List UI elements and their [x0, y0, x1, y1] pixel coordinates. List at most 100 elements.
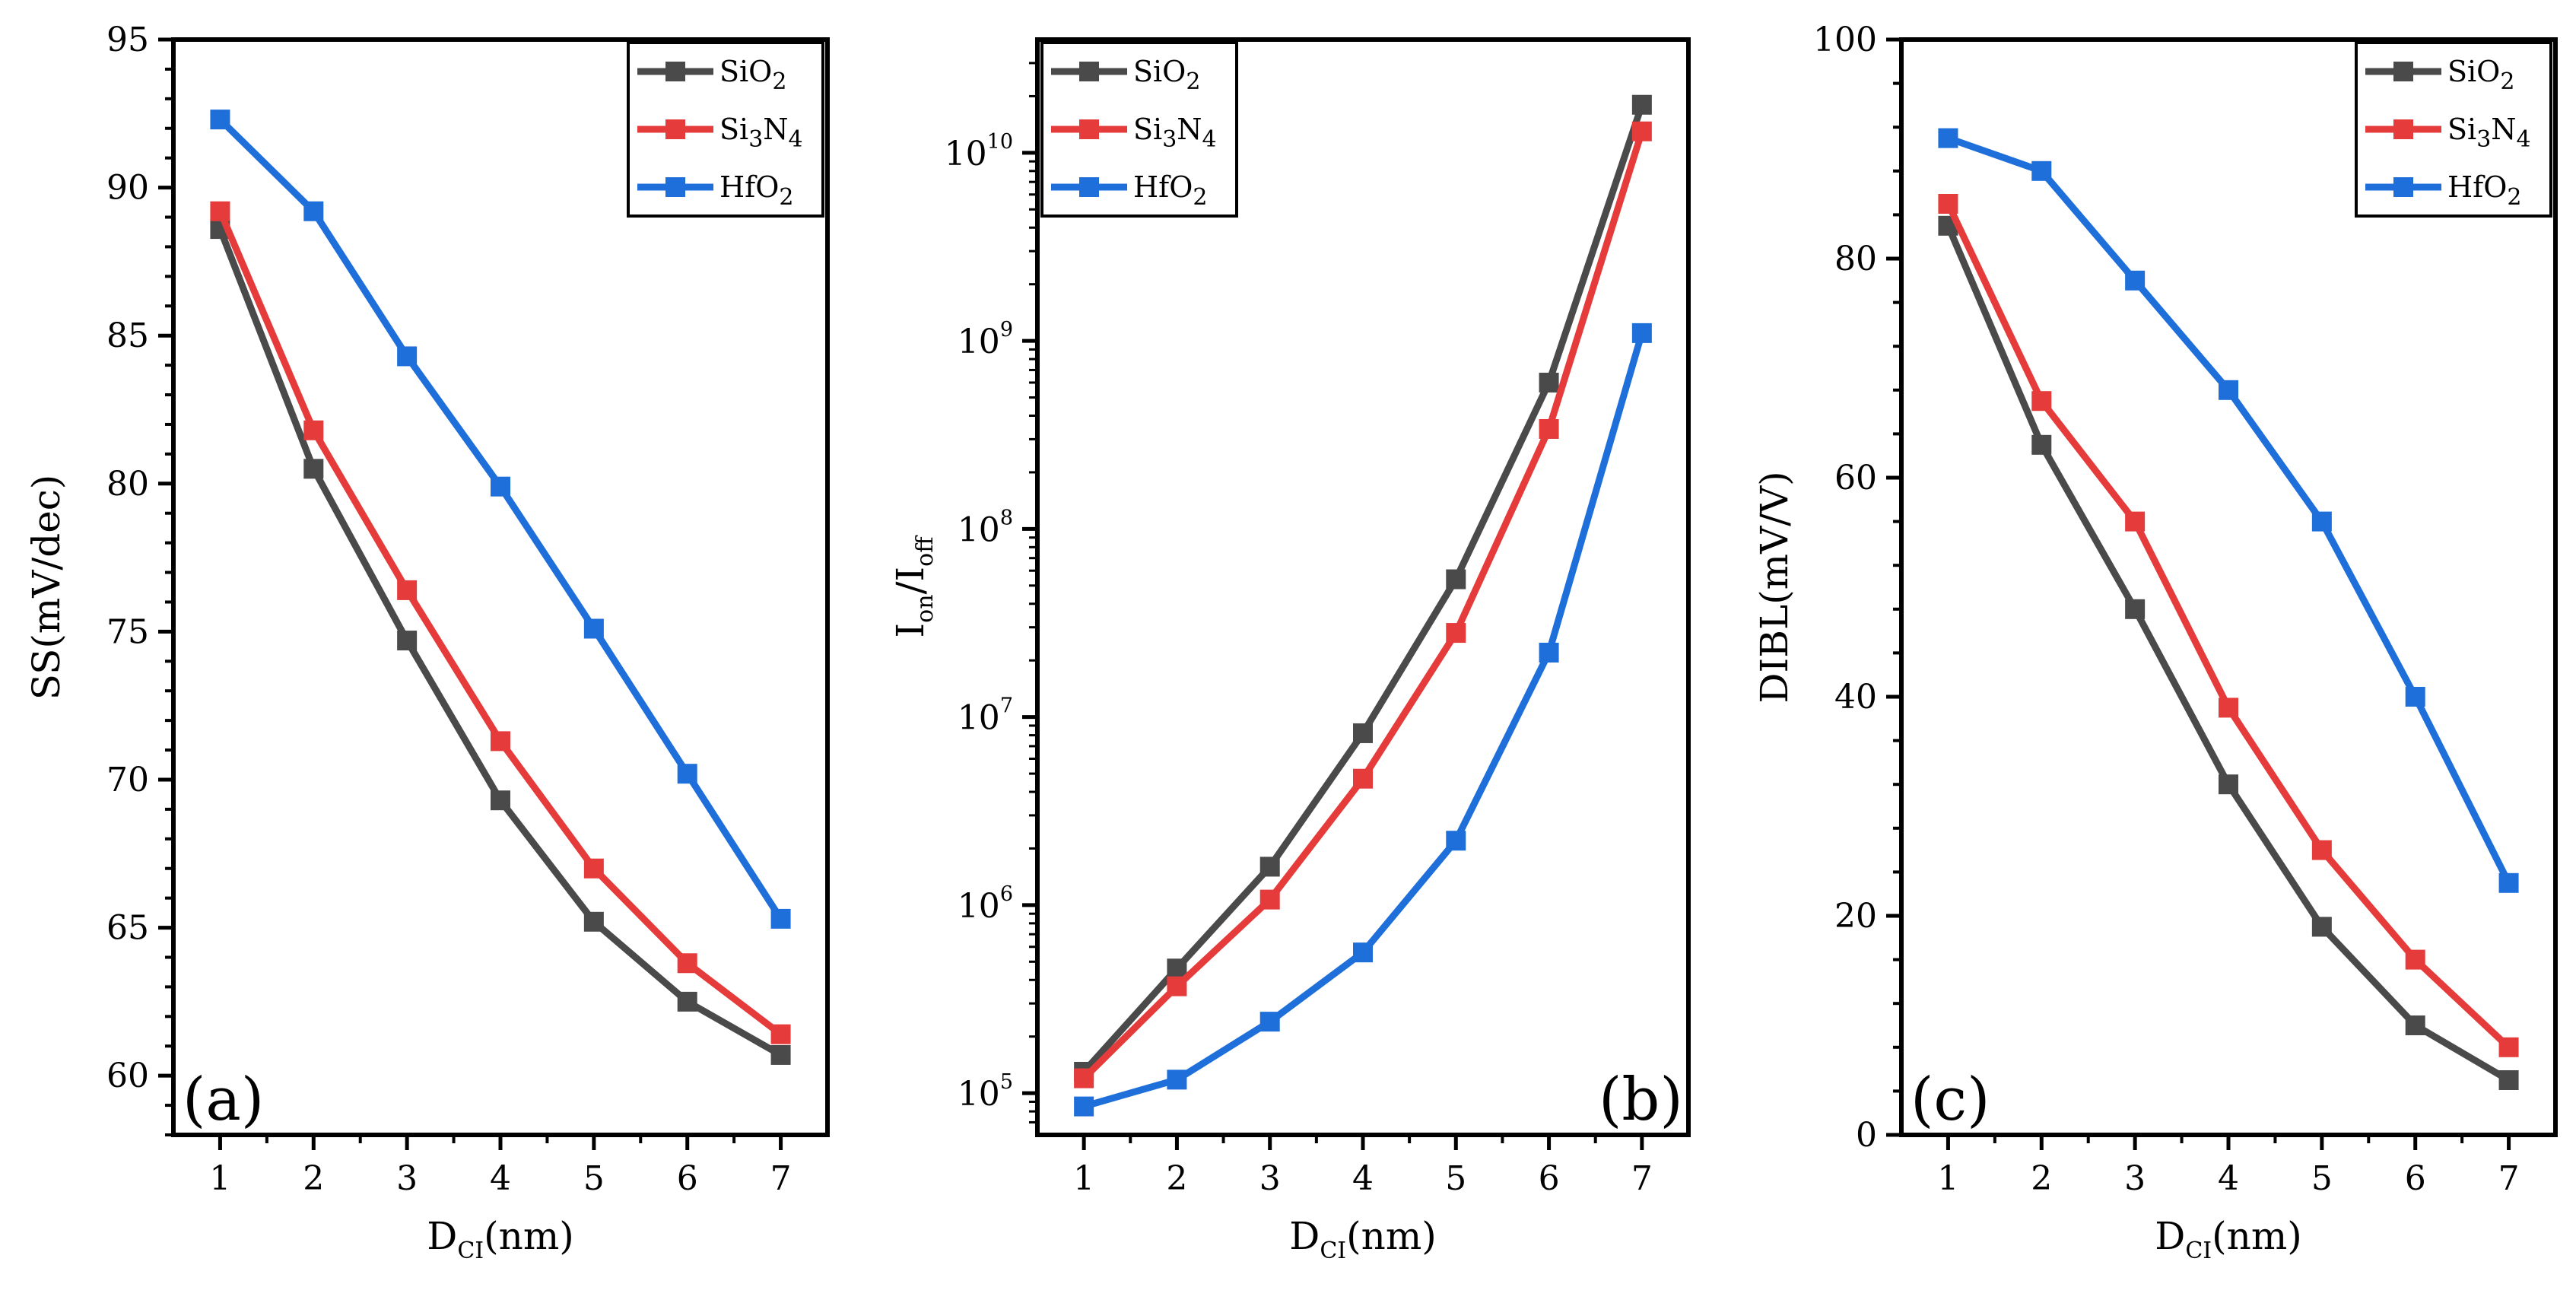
data-point-hfo2	[1446, 831, 1466, 851]
data-point-si3n4	[491, 731, 510, 752]
legend-label-tail: N	[2491, 113, 2516, 146]
x-tick-label: 1	[1937, 1159, 1958, 1198]
legend-label-tail: N	[1177, 113, 1202, 146]
legend-label-hfo2: HfO2	[1133, 170, 1207, 211]
x-tick-label: 7	[770, 1159, 792, 1198]
panel-c-dibl-chart: 1 2 3 4 5 6 7020406080100DCI(nm)DIBL(mV/V)(c)S…	[1752, 21, 2558, 1264]
y-tick-base: 10	[958, 323, 1000, 361]
data-point-si3n4	[1167, 976, 1187, 996]
data-point-si3n4	[2031, 391, 2052, 412]
data-point-sio2	[2405, 1015, 2425, 1035]
series-line-si3n4	[1945, 202, 2511, 1050]
legend-marker-si3n4	[2393, 119, 2413, 139]
y-tick-base: 10	[958, 510, 1000, 549]
y-axis-title: Ion/Ioff	[888, 535, 939, 638]
data-point-si3n4	[1259, 889, 1280, 910]
panel-b-ion-ioff-chart: 1 2 3 4 5 6 71051061071081091010DCI(nm)Ion/Iof…	[888, 37, 1691, 1264]
panel-label: (c)	[1911, 1066, 1990, 1134]
data-point-sio2	[1631, 94, 1652, 115]
legend-label-tail: N	[763, 113, 788, 146]
data-point-sio2	[491, 790, 510, 811]
y-tick-base: 10	[958, 699, 1000, 738]
y-tick-label: 60	[1834, 459, 1877, 497]
data-point-sio2	[303, 459, 324, 479]
y-tick-label: 107	[958, 694, 1013, 738]
panel-label: (b)	[1599, 1066, 1683, 1134]
data-point-sio2	[1167, 958, 1187, 979]
legend-label-subscript: 3	[2476, 126, 2491, 153]
x-axis-title: DCI(nm)	[427, 1214, 574, 1264]
y-title-subscript-off: off	[912, 535, 939, 567]
legend-label-main: SiO	[2447, 55, 2500, 88]
series-line-hfo2	[1946, 135, 2512, 885]
data-point-hfo2	[2405, 687, 2425, 707]
x-tick-label: 3	[396, 1159, 418, 1198]
data-point-hfo2	[210, 110, 230, 130]
data-point-si3n4	[2405, 949, 2425, 970]
y-tick-exponent: 7	[1000, 694, 1013, 718]
legend-label-subscript: 3	[748, 126, 763, 153]
y-tick-label: 85	[106, 316, 149, 355]
panel-a-ss-chart: 1 2 3 4 5 6 76065707580859095DCI(nm)SS(mV/dec)…	[24, 21, 830, 1264]
data-point-hfo2	[397, 346, 418, 367]
y-tick-label: 108	[958, 506, 1013, 549]
y-title-divider: /I	[888, 567, 932, 595]
legend-label-subscript: 4	[789, 126, 803, 153]
y-axis-title: SS(mV/dec)	[24, 475, 68, 701]
y-tick-label: 20	[1834, 897, 1877, 936]
y-tick-label: 1010	[945, 130, 1013, 173]
legend-label-subscript: 2	[1186, 68, 1200, 95]
data-point-sio2	[2311, 917, 2332, 937]
legend-marker-hfo2	[2393, 177, 2413, 197]
legend-label-hfo2: HfO2	[2447, 170, 2521, 211]
legend-label-subscript: 2	[772, 68, 786, 95]
data-point-hfo2	[770, 908, 791, 929]
data-point-si3n4	[1938, 194, 1958, 214]
x-tick-label: 2	[1166, 1159, 1187, 1198]
legend-label-subscript: 3	[1162, 126, 1177, 153]
y-tick-base: 10	[958, 887, 1000, 926]
legend-label-subscript: 4	[1202, 126, 1217, 153]
x-tick-label: 1	[1073, 1159, 1094, 1198]
legend-label-main: Si	[1133, 113, 1162, 146]
y-tick-label: 40	[1834, 678, 1877, 717]
y-tick-exponent: 6	[1000, 882, 1013, 906]
data-point-hfo2	[1938, 128, 1958, 148]
x-tick-label: 4	[1352, 1159, 1374, 1198]
legend-marker-si3n4	[665, 119, 685, 139]
legend-label-main: Si	[2447, 113, 2476, 146]
series-line-si3n4	[217, 209, 783, 1038]
panel-label: (a)	[183, 1066, 264, 1134]
x-tick-label: 2	[2031, 1159, 2052, 1198]
x-title-main: D	[427, 1214, 457, 1258]
y-tick-label: 90	[106, 169, 149, 208]
y-tick-exponent: 8	[1000, 506, 1013, 529]
legend-label-si3n4: Si3N4	[1133, 113, 1217, 153]
legend-marker-hfo2	[1079, 177, 1099, 197]
y-tick-label: 0	[1856, 1116, 1877, 1155]
legend-label-subscript: 2	[779, 184, 793, 211]
data-point-hfo2	[2219, 380, 2238, 400]
legend-label-hfo2: HfO2	[719, 170, 793, 211]
y-tick-label: 109	[958, 318, 1013, 361]
data-point-si3n4	[2311, 840, 2332, 860]
x-title-unit: (nm)	[1346, 1214, 1437, 1258]
data-point-sio2	[677, 991, 697, 1012]
data-point-sio2	[1353, 723, 1373, 743]
data-point-hfo2	[491, 476, 510, 497]
data-point-hfo2	[2311, 511, 2332, 532]
x-axis-title: DCI(nm)	[1289, 1214, 1437, 1264]
data-point-sio2	[1539, 372, 1559, 392]
y-tick-label: 75	[106, 612, 149, 651]
series-line-sio2	[1081, 103, 1646, 1074]
x-axis-title: DCI(nm)	[2155, 1214, 2302, 1264]
y-tick-label: 80	[106, 465, 149, 504]
legend-label-sio2: SiO2	[1133, 55, 1200, 95]
data-point-sio2	[583, 911, 604, 932]
y-tick-exponent: 5	[1000, 1070, 1013, 1094]
data-point-si3n4	[1631, 121, 1652, 141]
y-tick-base: 10	[945, 135, 987, 173]
data-point-hfo2	[1074, 1096, 1094, 1117]
y-title-main: I	[888, 623, 932, 638]
